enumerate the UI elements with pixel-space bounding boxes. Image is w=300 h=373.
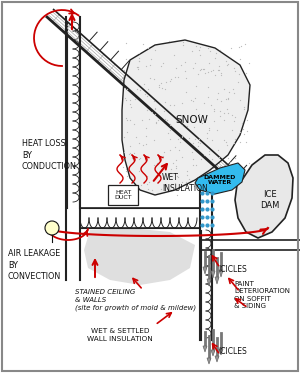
Polygon shape bbox=[211, 350, 215, 356]
Polygon shape bbox=[219, 270, 223, 277]
Polygon shape bbox=[122, 40, 250, 195]
Polygon shape bbox=[211, 271, 215, 278]
Polygon shape bbox=[207, 279, 211, 286]
Polygon shape bbox=[215, 356, 219, 362]
Text: HEAT
DUCT: HEAT DUCT bbox=[114, 189, 132, 200]
Polygon shape bbox=[219, 349, 223, 355]
Text: SNOW: SNOW bbox=[176, 115, 208, 125]
Text: WET & SETTLED
WALL INSULATION: WET & SETTLED WALL INSULATION bbox=[87, 328, 153, 342]
Text: ICICLES: ICICLES bbox=[218, 348, 247, 357]
Text: ICE
DAM: ICE DAM bbox=[260, 190, 280, 210]
Text: HEAT LOSS
BY
CONDUCTION: HEAT LOSS BY CONDUCTION bbox=[22, 140, 77, 170]
Text: DAMMED
WATER: DAMMED WATER bbox=[204, 175, 236, 185]
Text: WET
INSULATION: WET INSULATION bbox=[162, 173, 208, 193]
Polygon shape bbox=[84, 228, 195, 285]
Text: AIR LEAKAGE
BY
CONVECTION: AIR LEAKAGE BY CONVECTION bbox=[8, 250, 61, 280]
Polygon shape bbox=[203, 267, 207, 274]
Polygon shape bbox=[195, 163, 245, 194]
Polygon shape bbox=[215, 277, 219, 284]
Polygon shape bbox=[235, 155, 293, 238]
Text: ICICLES: ICICLES bbox=[218, 266, 247, 275]
Text: PAINT
DETERIORATION
ON SOFFIT
& SIDING: PAINT DETERIORATION ON SOFFIT & SIDING bbox=[234, 281, 290, 309]
Bar bbox=[108, 185, 138, 205]
Circle shape bbox=[45, 221, 59, 235]
Text: STAINED CEILING
& WALLS
(site for growth of mold & mildew): STAINED CEILING & WALLS (site for growth… bbox=[75, 289, 196, 311]
Polygon shape bbox=[207, 358, 211, 364]
Polygon shape bbox=[203, 346, 207, 352]
